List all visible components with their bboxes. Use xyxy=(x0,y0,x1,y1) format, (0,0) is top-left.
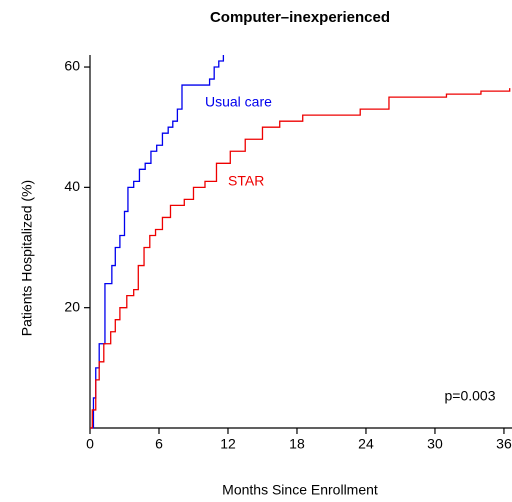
x-tick-label: 24 xyxy=(358,436,374,452)
series-line xyxy=(90,55,225,429)
x-tick-label: 12 xyxy=(220,436,236,452)
y-tick-label: 20 xyxy=(64,298,80,314)
series-label: STAR xyxy=(228,173,264,189)
y-axis-label: Patients Hospitalized (%) xyxy=(19,180,35,336)
x-tick-label: 0 xyxy=(86,436,94,452)
x-tick-label: 6 xyxy=(155,436,163,452)
y-tick-label: 60 xyxy=(64,58,80,74)
p-value: p=0.003 xyxy=(445,388,496,404)
x-tick-label: 36 xyxy=(496,436,512,452)
series-label: Usual care xyxy=(205,94,272,110)
x-tick-label: 18 xyxy=(289,436,305,452)
chart-title: Computer–inexperienced xyxy=(210,9,390,26)
series-line xyxy=(90,88,511,429)
x-tick-label: 30 xyxy=(427,436,443,452)
x-axis-label: Months Since Enrollment xyxy=(222,482,378,498)
y-tick-label: 40 xyxy=(64,178,80,194)
